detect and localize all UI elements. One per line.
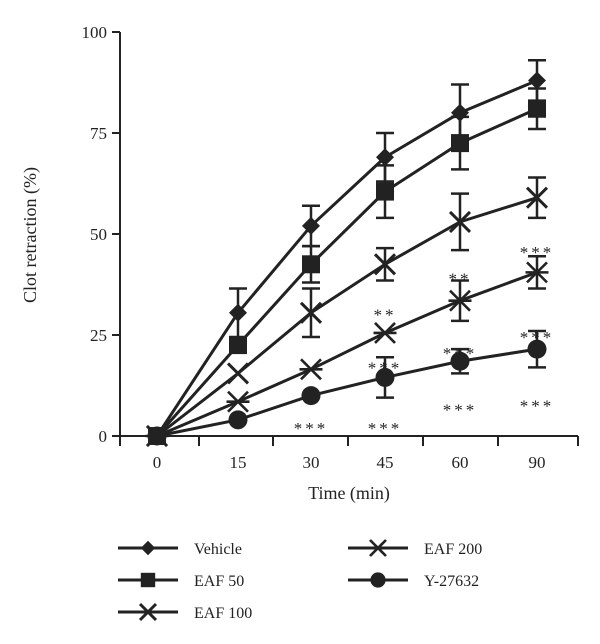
circle-marker — [301, 386, 321, 406]
x-tick-label: 90 — [529, 453, 546, 472]
x-marker-stroke — [138, 602, 158, 622]
square-marker — [140, 572, 156, 588]
circle-marker — [228, 410, 248, 430]
y-tick-label: 100 — [82, 23, 108, 42]
x-marker-stroke — [525, 186, 549, 209]
significance-label: *** — [368, 419, 403, 438]
series-eaf-200 — [145, 254, 549, 447]
asterisk-marker — [448, 289, 472, 312]
x-marker-stroke — [299, 301, 323, 324]
x-axis-title: Time (min) — [308, 483, 390, 504]
asterisk-marker — [368, 539, 388, 557]
significance-label: *** — [294, 419, 329, 438]
significance-label: *** — [443, 401, 478, 420]
square-marker — [376, 182, 394, 201]
square-marker — [528, 99, 546, 118]
significance-label: *** — [368, 358, 403, 377]
x-marker — [373, 253, 397, 276]
x-marker — [138, 602, 158, 622]
x-tick-label: 45 — [377, 453, 394, 472]
x-tick-label: 60 — [452, 453, 469, 472]
series-eaf-50 — [148, 87, 546, 445]
series-line — [155, 107, 538, 437]
square-marker — [302, 255, 320, 274]
x-marker-stroke — [226, 362, 250, 385]
square-marker — [229, 336, 247, 355]
circle-marker — [147, 426, 167, 446]
series-line — [156, 347, 538, 438]
circle-marker — [375, 367, 395, 387]
asterisk-marker — [226, 390, 250, 413]
legend-label: EAF 50 — [194, 573, 244, 590]
x-marker — [448, 210, 472, 233]
diamond-marker — [229, 303, 247, 322]
asterisk-marker — [525, 261, 549, 284]
y-tick-label: 0 — [99, 427, 108, 446]
legend-item: EAF 50 — [118, 572, 244, 590]
x-marker-stroke — [448, 210, 472, 233]
significance-label: *** — [520, 328, 555, 347]
x-tick-label: 0 — [153, 453, 162, 472]
circle-marker — [450, 351, 470, 371]
circle-marker — [527, 339, 547, 359]
square-marker — [451, 134, 469, 153]
series-line — [156, 196, 538, 438]
circle-marker — [370, 572, 386, 588]
x-marker — [299, 301, 323, 324]
significance-label: ** — [374, 306, 397, 325]
significance-label: *** — [520, 243, 555, 262]
legend-item: EAF 200 — [348, 539, 482, 558]
x-marker — [525, 186, 549, 209]
asterisk-marker — [299, 358, 323, 381]
diamond-marker — [140, 540, 156, 556]
legend: Vehicle EAF 50 EAF 100 EAF 200 Y-27632 — [118, 539, 482, 622]
series-y-27632 — [147, 329, 547, 446]
legend-label: EAF 200 — [424, 541, 482, 558]
x-marker — [226, 362, 250, 385]
legend-label: Vehicle — [194, 541, 242, 558]
y-tick-label: 50 — [90, 225, 107, 244]
diamond-marker — [302, 216, 320, 235]
series-line — [156, 270, 538, 438]
y-tick-label: 25 — [90, 326, 107, 345]
legend-item: Y-27632 — [348, 572, 479, 590]
plot-area — [145, 59, 549, 448]
series-eaf-100 — [145, 176, 549, 448]
significance-label: *** — [443, 344, 478, 363]
y-tick-label: 75 — [90, 124, 107, 143]
legend-item: EAF 100 — [118, 602, 252, 622]
axes: 0 25 50 75 100 0 15 30 45 60 90 — [82, 23, 579, 472]
x-tick-label: 30 — [303, 453, 320, 472]
asterisk-marker — [373, 322, 397, 344]
diamond-marker — [528, 71, 546, 90]
significance-annotations: **************************** — [294, 243, 555, 438]
series-line — [155, 79, 538, 437]
x-marker-stroke — [373, 253, 397, 276]
legend-label: EAF 100 — [194, 605, 252, 622]
x-tick-label: 15 — [230, 453, 247, 472]
diamond-marker — [376, 148, 394, 167]
legend-label: Y-27632 — [424, 573, 479, 590]
significance-label: ** — [449, 269, 472, 288]
significance-label: *** — [520, 397, 555, 416]
legend-item: Vehicle — [118, 540, 242, 558]
y-axis-title: Clot retraction (%) — [20, 167, 41, 303]
